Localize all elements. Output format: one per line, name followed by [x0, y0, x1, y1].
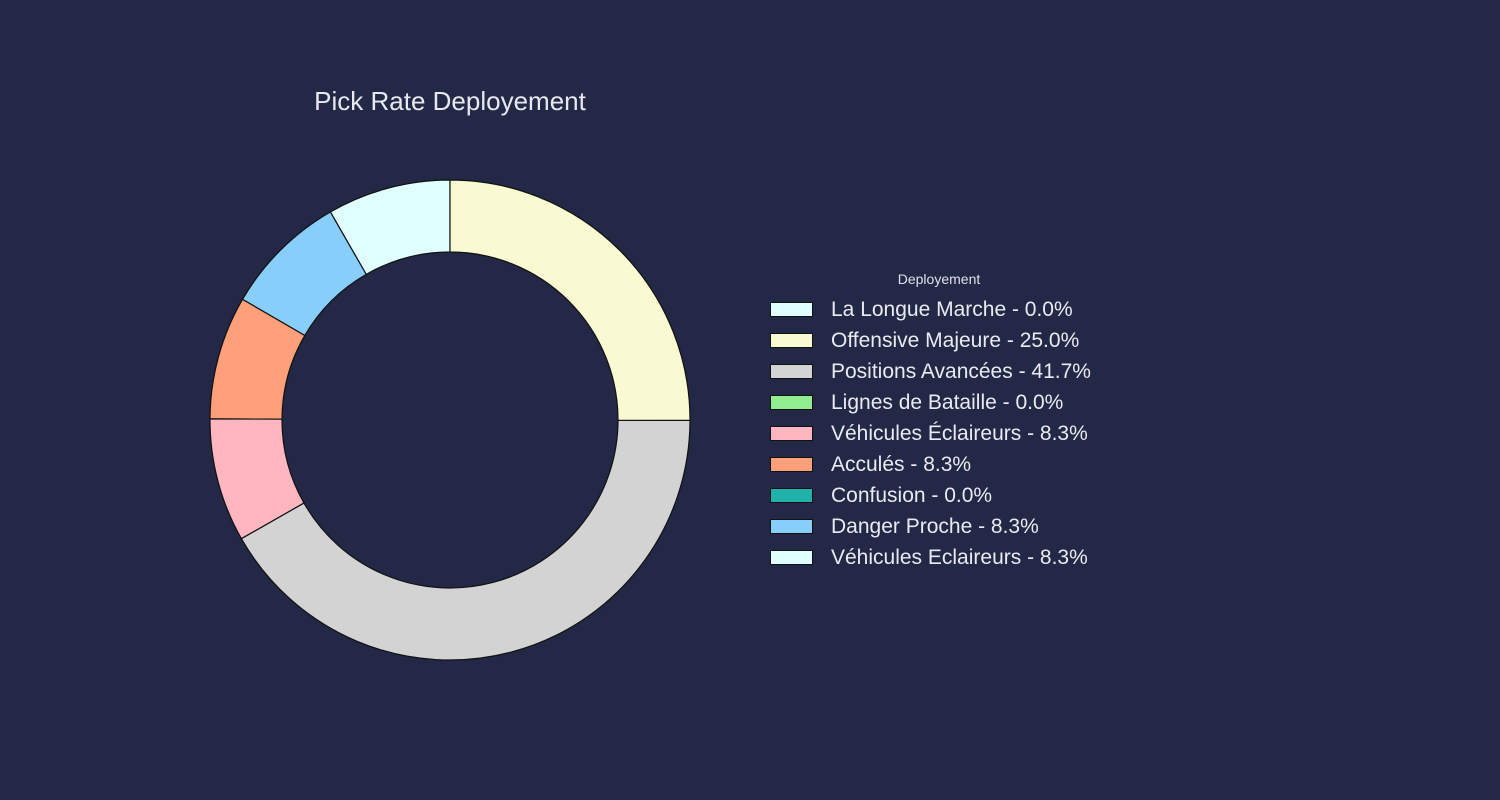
- chart-title: Pick Rate Deployement: [314, 86, 586, 116]
- legend-label: Véhicules Eclaireurs - 8.3%: [831, 545, 1088, 569]
- legend-item: Véhicules Eclaireurs - 8.3%: [770, 542, 1130, 573]
- legend-label: Positions Avancées - 41.7%: [831, 359, 1091, 383]
- legend-label: Lignes de Bataille - 0.0%: [831, 390, 1064, 414]
- donut-slice: [241, 211, 367, 337]
- legend-title: Deployement: [897, 271, 981, 287]
- legend-swatch: [770, 395, 813, 410]
- legend-swatch: [770, 333, 813, 348]
- legend-label: Acculés - 8.3%: [831, 452, 972, 476]
- donut-slices: [209, 179, 691, 661]
- legend-item: Positions Avancées - 41.7%: [770, 356, 1130, 387]
- legend-swatch: [770, 550, 813, 565]
- legend-label: Confusion - 0.0%: [831, 483, 993, 507]
- donut-slice: [449, 179, 691, 421]
- legend-item: Lignes de Bataille - 0.0%: [770, 387, 1130, 418]
- legend-item: Danger Proche - 8.3%: [770, 511, 1130, 542]
- legend-items: La Longue Marche - 0.0% Offensive Majeur…: [770, 294, 1130, 573]
- legend-item: Offensive Majeure - 25.0%: [770, 325, 1130, 356]
- legend-label: Danger Proche - 8.3%: [831, 514, 1039, 538]
- legend-label: La Longue Marche - 0.0%: [831, 297, 1073, 321]
- legend-swatch: [770, 302, 813, 317]
- legend-swatch: [770, 519, 813, 534]
- legend-label: Véhicules Éclaireurs - 8.3%: [831, 421, 1088, 445]
- legend-swatch: [770, 364, 813, 379]
- legend-swatch: [770, 488, 813, 503]
- donut-slice: [209, 418, 305, 540]
- legend-swatch: [770, 457, 813, 472]
- legend-item: Confusion - 0.0%: [770, 480, 1130, 511]
- donut-slice: [209, 298, 306, 420]
- legend-label: Offensive Majeure - 25.0%: [831, 328, 1080, 352]
- legend-item: La Longue Marche - 0.0%: [770, 294, 1130, 325]
- legend-item: Acculés - 8.3%: [770, 449, 1130, 480]
- donut-slice: [240, 419, 691, 661]
- legend-item: Véhicules Éclaireurs - 8.3%: [770, 418, 1130, 449]
- legend-swatch: [770, 426, 813, 441]
- legend: Deployement La Longue Marche - 0.0% Offe…: [770, 268, 1130, 573]
